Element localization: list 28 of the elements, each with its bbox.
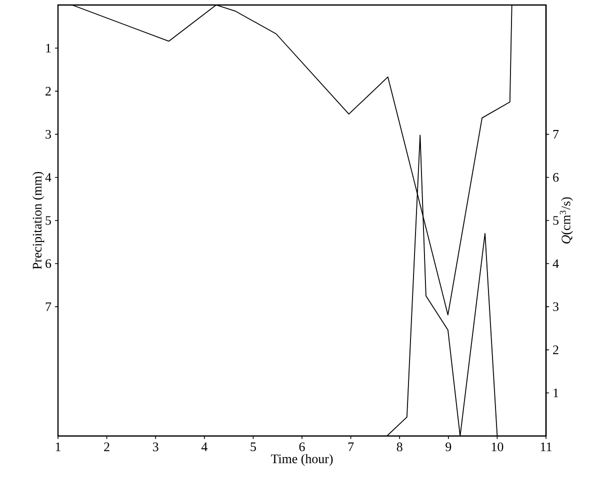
x-tick-label: 8	[396, 442, 402, 452]
x-axis-title: Time (hour)	[270, 454, 333, 466]
x-tick-label: 10	[492, 442, 504, 452]
y-tick-label: 7	[46, 302, 52, 311]
x-tick-label: 9	[446, 442, 452, 452]
y2-tick-label: 2	[553, 346, 558, 354]
y-tick-label: 5	[46, 216, 51, 225]
y-tick-label: 3	[46, 130, 51, 139]
y2-tick-label: 5	[553, 216, 558, 225]
x-tick-label: 6	[299, 442, 305, 452]
x-tick-label: 1	[56, 442, 60, 452]
y-tick-label: 1	[46, 44, 51, 52]
y-tick-label: 2	[46, 86, 51, 96]
x-tick-label: 11	[540, 442, 552, 452]
x-tick-label: 5	[250, 442, 256, 452]
y-tick-label: 6	[46, 259, 52, 268]
y-tick-label: 4	[45, 173, 52, 182]
y2-tick-label: 1	[554, 388, 558, 398]
y2-axis-title: Q(cm$^{3}$/s)	[560, 197, 573, 244]
y-axis-title: Precipitation (mm)	[32, 172, 44, 270]
x-tick-label: 3	[152, 442, 158, 452]
y2-tick-label: 3	[553, 302, 558, 312]
y2-tick-label: 4	[552, 259, 559, 268]
x-tick-label: 4	[201, 442, 208, 452]
x-tick-label: 7	[348, 442, 354, 452]
y2-tick-label: 7	[553, 130, 559, 139]
y2-tick-label: 6	[553, 173, 559, 182]
x-tick-label: 2	[104, 442, 110, 452]
